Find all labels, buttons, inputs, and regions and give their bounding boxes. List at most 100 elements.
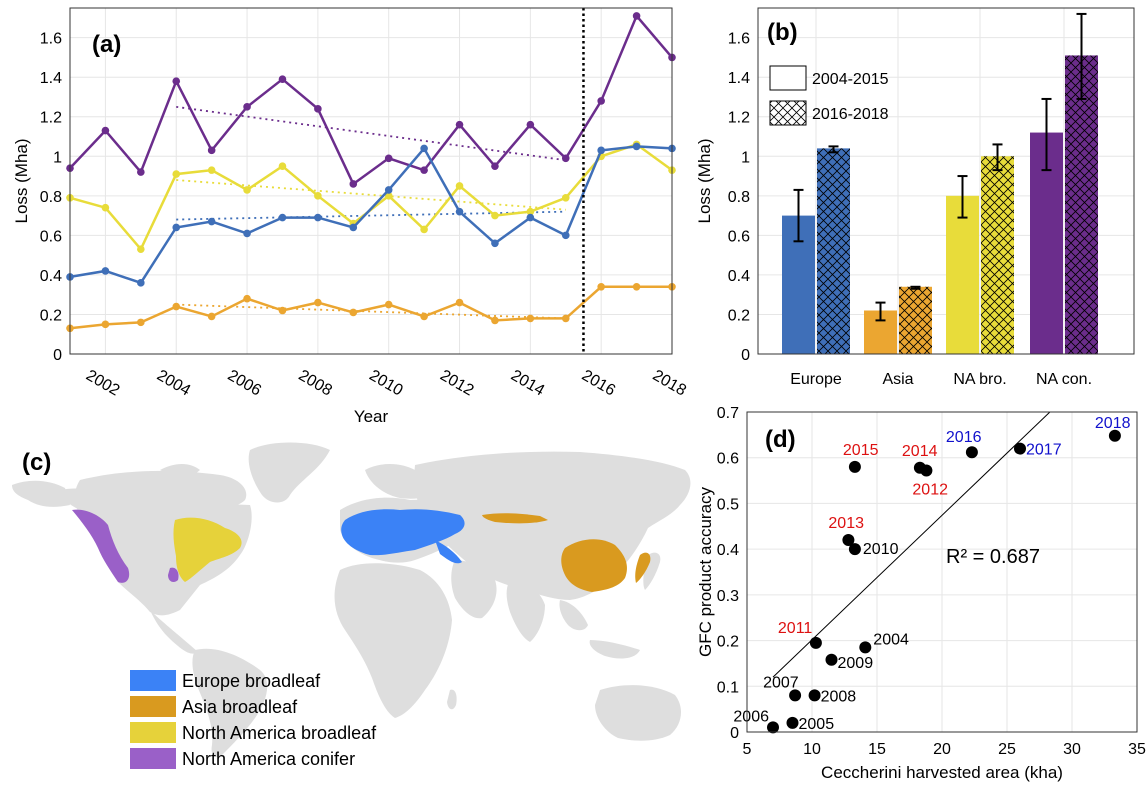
series-point-europe	[207, 217, 216, 226]
region-asia-broadleaf-north	[482, 513, 548, 524]
series-point-na_conifer	[455, 120, 464, 129]
x-tick-label: 15	[868, 741, 886, 758]
series-point-na_conifer	[278, 75, 287, 83]
point-label: 2009	[838, 655, 874, 672]
panel-c-map: (c)	[12, 442, 691, 769]
series-point-na_broadleaf	[455, 182, 464, 190]
x-tick-label: 20	[933, 741, 951, 758]
y-tick-label: 0.6	[728, 228, 750, 245]
series-point-na_broadleaf	[207, 166, 216, 174]
series-point-na_broadleaf	[314, 192, 322, 200]
panel-d-points: 2004 2005 2006 2007 2008 2009 2010 2011 2012 2013…	[733, 415, 1131, 734]
map-legend-swatch	[130, 670, 176, 691]
y-tick-label: 1	[53, 149, 62, 166]
series-point-asia	[278, 306, 287, 315]
panel-a-ylabel: Loss (Mha)	[12, 138, 31, 223]
panel-d-xlabel: Ceccherini harvested area (kha)	[821, 763, 1063, 782]
point-label: 2008	[821, 688, 857, 705]
series-point-europe	[101, 267, 110, 275]
scatter-point	[1014, 442, 1026, 455]
series-point-europe	[597, 146, 605, 155]
y-tick-label: 0	[730, 725, 739, 742]
series-point-asia	[243, 294, 251, 303]
series-point-europe	[455, 207, 464, 216]
x-tick-label: 2016	[579, 367, 618, 400]
map-legend-label: Asia broadleaf	[182, 697, 298, 717]
series-point-na_conifer	[137, 168, 145, 176]
x-category-label: NA bro.	[953, 371, 1006, 388]
legend-swatch-plain	[769, 65, 807, 91]
y-tick-label: 0.6	[717, 451, 739, 468]
series-point-asia	[420, 312, 428, 321]
series-point-europe	[632, 142, 641, 151]
x-category-label: NA con.	[1036, 371, 1092, 388]
series-point-na_conifer	[101, 126, 110, 135]
region-asia-broadleaf-east	[561, 539, 627, 592]
series-point-na_conifer	[349, 180, 358, 188]
panel-b-bar-chart: 0 0.2 0.4 0.6 0.8 1 1.2 1.4 1.6 Europe Asia NA bro.…	[695, 7, 1135, 388]
panel-b-bars	[782, 12, 1098, 355]
panel-d-grid	[746, 411, 1138, 733]
bar-na_broadleaf-2004-2015	[946, 195, 979, 354]
map-legend-swatch	[130, 748, 176, 769]
series-point-na_broadleaf	[278, 162, 287, 170]
point-label: 2010	[863, 541, 899, 558]
series-point-na_broadleaf	[491, 211, 499, 220]
panel-a-trendlines	[176, 105, 566, 320]
series-point-europe	[561, 231, 570, 240]
series-point-asia	[349, 308, 358, 317]
scatter-point	[809, 636, 822, 649]
panel-c-label: (c)	[22, 449, 51, 476]
series-line-na_conifer	[69, 13, 673, 186]
series-point-na_conifer	[207, 146, 216, 155]
series-point-europe	[243, 229, 251, 238]
legend-label-period1: 2004-2015	[812, 71, 889, 88]
panel-d-label: (d)	[765, 426, 796, 453]
region-asia-broadleaf-japan	[635, 552, 651, 583]
y-tick-label: 0.3	[717, 588, 739, 605]
scatter-point	[789, 689, 802, 702]
y-tick-label: 0	[53, 347, 62, 364]
series-point-na_conifer	[314, 105, 322, 113]
x-tick-label: 2010	[366, 367, 405, 400]
trendline-europe	[176, 210, 566, 221]
scatter-point	[786, 716, 799, 729]
x-tick-label: 5	[743, 741, 752, 758]
region-na-broadleaf	[173, 517, 242, 582]
point-label: 2005	[799, 716, 835, 733]
panel-b-axes-box	[757, 7, 1135, 355]
series-point-europe	[384, 186, 393, 194]
series-point-asia	[491, 316, 499, 325]
series-point-na_conifer	[491, 162, 499, 170]
series-point-na_broadleaf	[172, 170, 181, 178]
region-na-conifer	[72, 509, 130, 583]
series-point-na_broadleaf	[384, 192, 393, 200]
series-point-europe	[420, 144, 428, 153]
series-point-na_broadleaf	[526, 207, 535, 216]
series-point-asia	[101, 320, 110, 329]
map-legend-swatch	[130, 722, 176, 743]
region-europe-broadleaf-east	[435, 540, 462, 564]
series-point-asia	[561, 314, 570, 323]
x-tick-label: 2014	[508, 367, 547, 400]
panel-a-line-chart: 0 0.2 0.4 0.6 0.8 1 1.2 1.4 1.6 2002 2004 2006 2008 2…	[12, 7, 689, 426]
panel-d-ylabel: GFC product accuracy	[696, 486, 715, 657]
series-point-na_conifer	[526, 120, 535, 129]
series-point-asia	[632, 282, 641, 291]
point-label: 2017	[1026, 442, 1062, 459]
panel-a-axes-box	[69, 7, 673, 355]
x-tick-label: 2008	[295, 367, 334, 400]
map-legend-label: Europe broadleaf	[182, 671, 321, 691]
series-point-na_broadleaf	[101, 203, 110, 212]
bar-hatch-na_broadleaf	[981, 156, 1014, 354]
x-tick-label: 2012	[437, 367, 476, 400]
series-point-europe	[491, 239, 499, 248]
x-tick-label: 25	[998, 741, 1016, 758]
scatter-point	[1108, 429, 1121, 442]
scatter-point	[965, 446, 978, 459]
panel-d-axes-box	[746, 411, 1138, 733]
y-tick-label: 0.2	[728, 307, 750, 324]
series-point-asia	[314, 298, 322, 307]
y-tick-label: 1.6	[728, 31, 750, 48]
